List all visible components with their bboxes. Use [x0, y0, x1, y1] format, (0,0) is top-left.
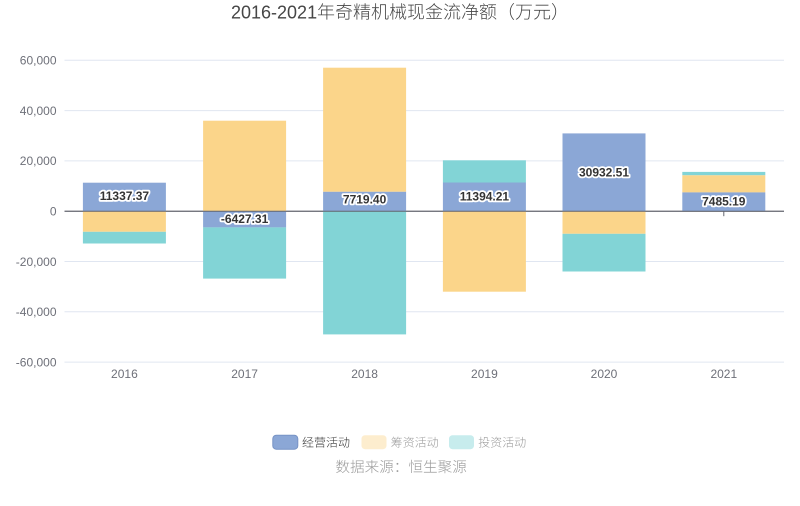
svg-text:2019: 2019 — [471, 367, 498, 381]
svg-text:40,000: 40,000 — [20, 104, 57, 118]
svg-text:20,000: 20,000 — [20, 154, 57, 168]
svg-text:-40,000: -40,000 — [16, 305, 57, 319]
svg-text:0: 0 — [50, 205, 57, 219]
svg-text:-60,000: -60,000 — [16, 355, 57, 369]
svg-text:7719.40: 7719.40 — [343, 192, 387, 206]
svg-text:2016: 2016 — [111, 367, 138, 381]
svg-text:2018: 2018 — [351, 367, 378, 381]
svg-text:2016-2021: 2016-2021 — [231, 2, 317, 22]
svg-text:11337.37: 11337.37 — [100, 189, 150, 203]
svg-text:2020: 2020 — [591, 367, 618, 381]
svg-text:7485.19: 7485.19 — [702, 194, 746, 208]
svg-text:11394.21: 11394.21 — [460, 190, 510, 204]
svg-text:-20,000: -20,000 — [16, 255, 57, 269]
svg-text:2021: 2021 — [710, 367, 737, 381]
svg-text:2017: 2017 — [231, 367, 258, 381]
svg-text:-6427.31: -6427.31 — [221, 212, 269, 226]
svg-text:60,000: 60,000 — [20, 54, 57, 68]
svg-text:30932.51: 30932.51 — [579, 166, 629, 180]
